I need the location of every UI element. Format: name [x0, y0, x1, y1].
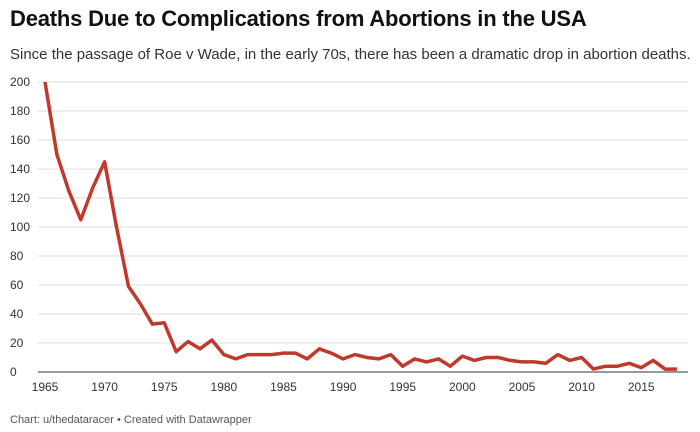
data-line — [43, 81, 677, 371]
x-tick-label: 1970 — [91, 380, 118, 394]
x-tick-label: 2000 — [449, 380, 476, 394]
chart-title: Deaths Due to Complications from Abortio… — [10, 6, 587, 31]
y-tick-label: 180 — [10, 104, 30, 118]
x-tick-label: 1995 — [389, 380, 416, 394]
y-tick-label: 160 — [10, 133, 30, 147]
y-tick-label: 80 — [10, 249, 24, 263]
x-tick-label: 1985 — [270, 380, 297, 394]
y-tick-label: 0 — [10, 365, 17, 379]
chart-subtitle: Since the passage of Roe v Wade, in the … — [10, 46, 691, 63]
x-tick-label: 2010 — [568, 380, 595, 394]
x-tick-label: 2015 — [628, 380, 655, 394]
y-tick-label: 200 — [10, 75, 30, 89]
x-tick-label: 1965 — [32, 380, 59, 394]
y-tick-label: 20 — [10, 336, 24, 350]
y-tick-label: 120 — [10, 191, 30, 205]
y-tick-label: 60 — [10, 278, 24, 292]
x-tick-label: 1980 — [211, 380, 238, 394]
y-tick-label: 140 — [10, 162, 30, 176]
y-tick-label: 40 — [10, 307, 24, 321]
x-tick-label: 1990 — [330, 380, 357, 394]
x-tick-label: 2005 — [509, 380, 536, 394]
x-tick-label: 1975 — [151, 380, 178, 394]
chart-footer: Chart: u/thedataracer • Created with Dat… — [10, 414, 252, 426]
y-tick-label: 100 — [10, 220, 30, 234]
